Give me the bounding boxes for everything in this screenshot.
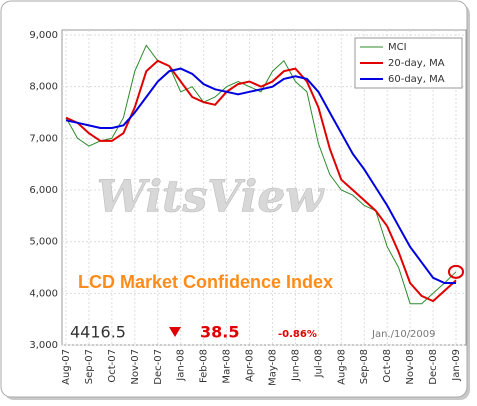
y-tick-label: 5,000	[29, 237, 58, 248]
date-label: Jan./10/2009	[371, 329, 436, 340]
plot	[61, 29, 467, 346]
x-tick-label: Jul-08	[313, 349, 324, 378]
chart-title: LCD Market Confidence Index	[78, 272, 333, 292]
series-line	[65, 67, 456, 284]
y-tick-label: 3,000	[29, 340, 58, 351]
x-tick-label: Aug-08	[336, 349, 347, 385]
watermark: WitsView	[97, 172, 326, 223]
x-tick-label: Aug-07	[61, 349, 72, 385]
x-tick-label: Sep-07	[84, 349, 95, 384]
y-tick-label: 8,000	[29, 82, 58, 93]
x-tick-label: Dec-07	[153, 349, 164, 385]
x-tick-label: Apr-08	[245, 349, 256, 382]
y-tick-label: 4,000	[29, 288, 58, 299]
y-tick-label: 9,000	[29, 30, 58, 41]
x-tick-label: Nov-07	[130, 349, 141, 385]
x-tick-label: Jan-09	[451, 349, 462, 382]
x-tick-label: May-08	[267, 349, 278, 386]
y-tick-label: 6,000	[29, 185, 58, 196]
change-value: 38.5	[200, 323, 239, 342]
x-tick-label: Dec-08	[428, 349, 439, 385]
x-tick-label: Mar-08	[222, 349, 233, 384]
legend-label: 60-day, MA	[388, 74, 445, 85]
highlight-circle	[448, 264, 464, 279]
x-tick-label: Jun-08	[290, 349, 301, 382]
x-tick-label: Jan-08	[176, 349, 187, 382]
index-value: 4416.5	[70, 323, 126, 342]
series-line	[65, 44, 457, 305]
x-tick-label: Nov-08	[405, 349, 416, 385]
x-tick-label: Sep-08	[359, 349, 370, 384]
down-arrow	[169, 327, 181, 337]
legend-label: MCI	[388, 42, 407, 53]
x-tick-label: Oct-07	[107, 349, 118, 383]
change-percent: -0.86%	[278, 329, 317, 340]
y-tick-label: 7,000	[29, 133, 58, 144]
legend-label: 20-day, MA	[388, 58, 445, 69]
x-tick-label: Oct-08	[382, 349, 393, 383]
x-tick-label: Feb-08	[199, 349, 210, 383]
